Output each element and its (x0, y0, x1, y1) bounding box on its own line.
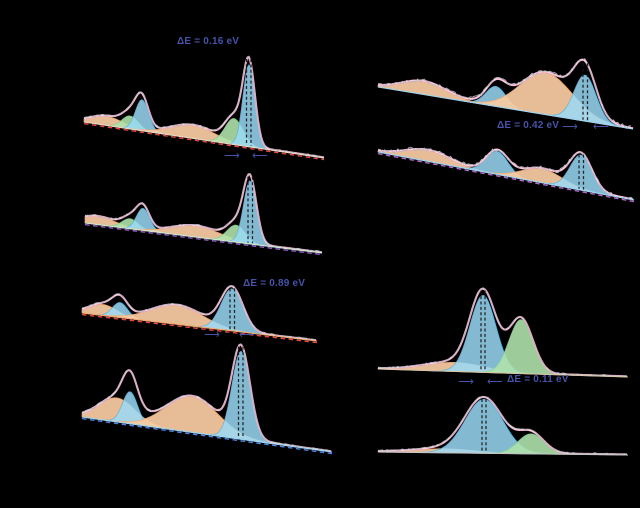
shift-arrow-right-top-right-icon: ⟶ (562, 121, 578, 133)
shift-arrow-right-bottom-right-icon: ⟶ (458, 376, 474, 388)
spectrum-bottom-right-lower (377, 395, 629, 456)
spectrum-bottom-left-lower (81, 343, 333, 455)
envelope-fit-curve (84, 173, 323, 254)
shift-arrow-left-top-left-icon: ⟵ (252, 150, 268, 162)
raw-data-trace (377, 146, 634, 200)
delta-e-label-top-left: ΔE = 0.16 eV (177, 36, 240, 47)
raw-data-trace (84, 173, 321, 253)
blue-component-peak (540, 74, 630, 129)
baseline (377, 86, 634, 130)
shift-arrow-left-top-right-icon: ⟵ (593, 121, 609, 133)
spectrum-bottom-left-upper (81, 285, 318, 344)
raw-data-trace (81, 285, 316, 341)
envelope-fit-curve (83, 56, 325, 159)
baseline-dashed (81, 417, 333, 455)
shift-arrow-right-bottom-left-icon: ⟶ (204, 329, 220, 341)
raw-data-trace (83, 55, 324, 158)
envelope-core-highlight (81, 344, 332, 452)
raw-data-trace (378, 396, 627, 455)
spectrum-top-left-lower (84, 173, 323, 256)
spectrum-top-right-lower (377, 146, 635, 203)
baseline-dashed (83, 122, 325, 161)
baseline-dashed (377, 152, 635, 203)
delta-e-label-bottom-right: ΔE = 0.11 eV (507, 374, 569, 385)
spectrum-top-right-upper (377, 58, 634, 130)
envelope-core-highlight (84, 173, 323, 253)
raw-data-trace (377, 58, 632, 129)
shift-arrow-right-top-left-icon: ⟶ (224, 150, 240, 162)
baseline (84, 222, 323, 254)
baseline (377, 451, 629, 456)
raw-data-trace (378, 287, 627, 377)
baseline (81, 416, 333, 453)
spectrum-bottom-right-upper (377, 287, 629, 378)
raw-data-trace (81, 343, 331, 452)
baseline (83, 121, 325, 159)
envelope-core-highlight (83, 56, 325, 158)
baseline (377, 151, 635, 201)
shift-arrow-left-bottom-right-icon: ⟵ (487, 376, 503, 388)
shift-arrow-left-bottom-left-icon: ⟵ (239, 329, 255, 341)
baseline (81, 312, 318, 342)
spectrum-top-left-upper (83, 55, 325, 161)
baseline (377, 368, 629, 378)
delta-e-label-bottom-left: ΔE = 0.89 eV (243, 278, 306, 289)
envelope-fit-curve (81, 343, 332, 453)
delta-e-label-top-right: ΔE = 0.42 eV (497, 120, 560, 131)
